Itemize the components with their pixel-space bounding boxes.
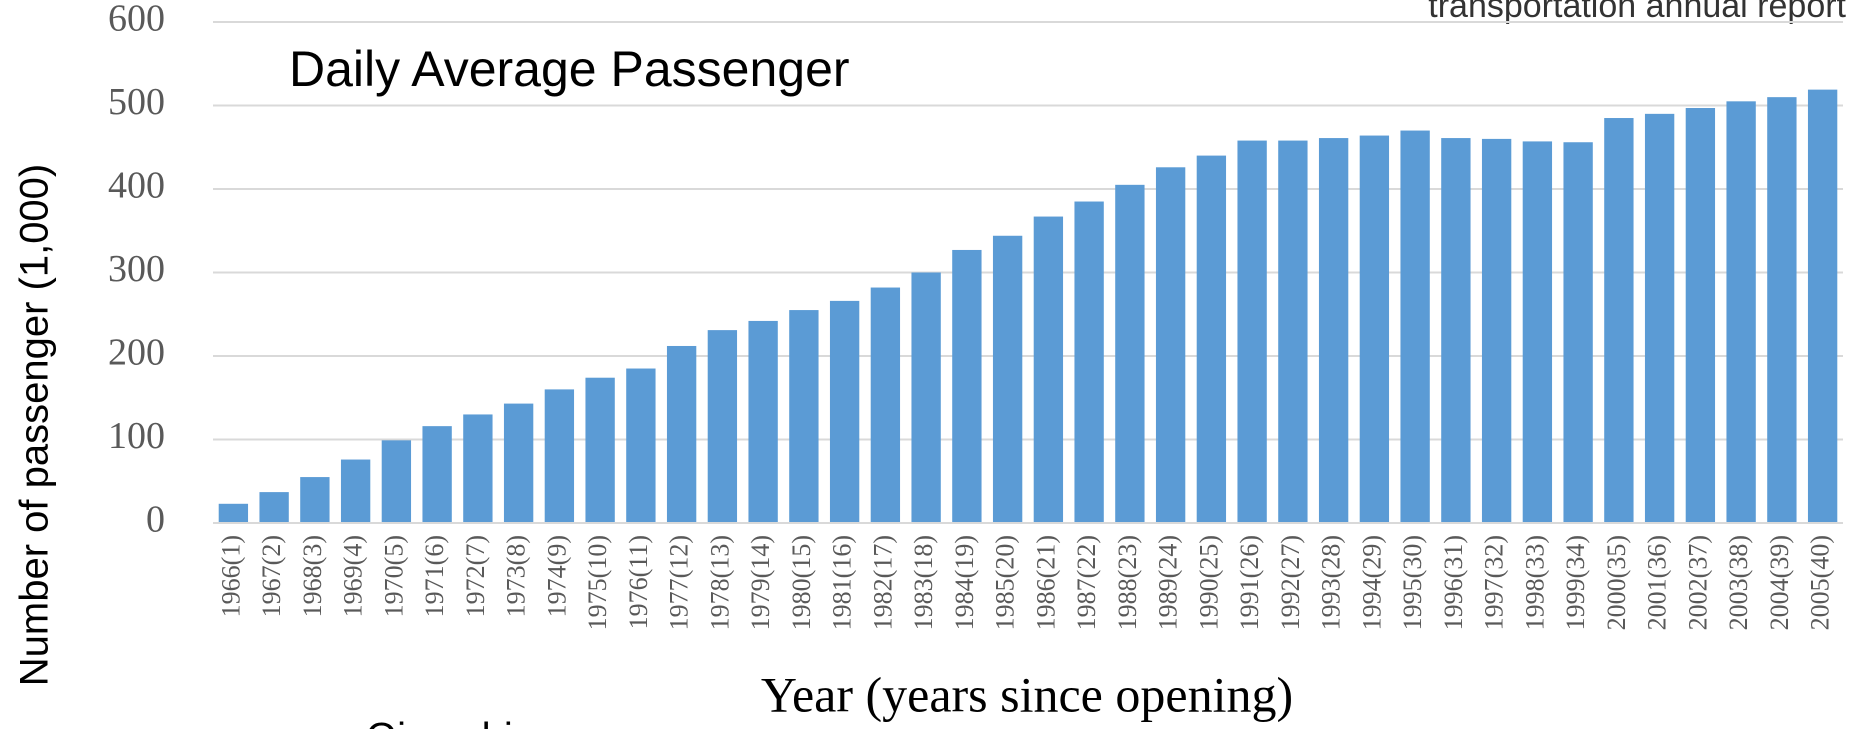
x-tick-label: 1983(18): [909, 535, 938, 630]
x-tick-label: 1997(32): [1480, 535, 1509, 630]
x-tick-label: 1980(15): [787, 535, 816, 630]
x-tick-label: 1968(3): [298, 535, 327, 617]
bar: [381, 440, 412, 523]
x-tick-label: 1995(30): [1398, 535, 1427, 630]
chart-title: Daily Average Passenger: [289, 41, 850, 97]
x-tick-label: 1976(11): [624, 535, 653, 629]
bar: [1278, 140, 1308, 523]
x-tick-label: 1986(21): [1031, 535, 1060, 630]
x-tick-label: 2005(40): [1806, 535, 1835, 630]
bar: [626, 368, 656, 523]
bar: [422, 426, 452, 523]
y-tick-label: 300: [108, 248, 165, 290]
annotation: transportation annual report: [1428, 0, 1846, 25]
y-tick-label: 500: [108, 81, 165, 123]
bar: [1196, 155, 1227, 523]
x-tick-label: 1971(6): [420, 535, 449, 617]
y-tick-label: 600: [108, 0, 165, 40]
x-tick-label: 1991(26): [1235, 535, 1264, 630]
bar: [1604, 118, 1634, 524]
x-tick-label: 1992(27): [1276, 535, 1305, 630]
bar: [503, 403, 534, 523]
bar: [1726, 101, 1756, 523]
bar: [1563, 142, 1593, 524]
bar: [1318, 138, 1349, 523]
bar: [300, 477, 330, 523]
y-tick-label: 200: [108, 332, 165, 374]
x-tick-label: 2003(38): [1724, 535, 1753, 630]
x-tick-label: 1994(29): [1357, 535, 1386, 630]
x-tick-label: 1985(20): [991, 535, 1020, 630]
bar: [340, 459, 371, 523]
bar: [707, 330, 738, 523]
bar: [1115, 184, 1145, 523]
bar: [1237, 140, 1267, 523]
bar: [1685, 108, 1716, 523]
bar: [952, 249, 982, 523]
x-tick-label: 1975(10): [583, 535, 612, 630]
x-tick-label: 1970(5): [379, 535, 408, 617]
x-tick-label: 1993(28): [1317, 535, 1346, 630]
x-tick-label: 1984(19): [950, 535, 979, 630]
bar: [585, 377, 615, 523]
bar: [1522, 141, 1553, 523]
bar: [870, 287, 901, 523]
x-tick-label: 2004(39): [1765, 535, 1794, 630]
x-tick-label: 1974(9): [542, 535, 571, 617]
bar: [829, 300, 860, 523]
x-tick-label: 1989(24): [1154, 535, 1183, 630]
bar: [1400, 130, 1430, 524]
x-tick-label: 1973(8): [502, 535, 531, 617]
bar: [259, 492, 289, 523]
bar: [463, 414, 493, 523]
x-tick-label: 1998(33): [1520, 535, 1549, 630]
x-tick-label: 1996(31): [1439, 535, 1468, 630]
bar: [1074, 201, 1104, 523]
bar: [1441, 138, 1471, 523]
bar: [544, 389, 575, 523]
x-tick-label: 1987(22): [1072, 535, 1101, 630]
x-tick-label: 1988(23): [1113, 535, 1142, 630]
x-tick-label: 2000(35): [1602, 535, 1631, 630]
bar: [1767, 97, 1797, 524]
x-tick-label: 1981(16): [828, 535, 857, 630]
bar: [1481, 138, 1512, 523]
y-axis-label: Number of passenger (1,000): [13, 164, 57, 687]
bar: [218, 503, 249, 523]
x-tick-label: 1967(2): [257, 535, 286, 617]
bar: [1644, 113, 1675, 523]
x-tick-label: 1977(12): [665, 535, 694, 630]
x-tick-label: 2001(36): [1643, 535, 1672, 630]
bar: [789, 310, 819, 523]
x-axis-label: Year (years since opening): [761, 666, 1293, 722]
bar: [1155, 167, 1186, 524]
bar: [748, 320, 778, 523]
bar: [992, 235, 1023, 523]
x-tick-label: 1990(25): [1194, 535, 1223, 630]
x-tick-label: 1972(7): [461, 535, 490, 617]
bar: [1033, 216, 1064, 523]
x-tick-label: 1978(13): [705, 535, 734, 630]
x-tick-label: 2002(37): [1683, 535, 1712, 630]
x-tick-label: 1966(1): [216, 535, 245, 617]
x-tick-label: 1969(4): [339, 535, 368, 617]
bar: [1807, 89, 1838, 523]
bar: [1359, 135, 1390, 523]
x-tick-label: 1982(17): [868, 535, 897, 630]
bar: [911, 272, 941, 523]
bar: [666, 345, 697, 523]
x-tick-label: 1979(14): [746, 535, 775, 630]
y-tick-label: 100: [108, 415, 165, 457]
y-tick-label: 400: [108, 165, 165, 207]
annotation: Oimachi: [366, 716, 513, 729]
x-tick-label: 1999(34): [1561, 535, 1590, 630]
y-tick-label: 0: [146, 499, 165, 541]
